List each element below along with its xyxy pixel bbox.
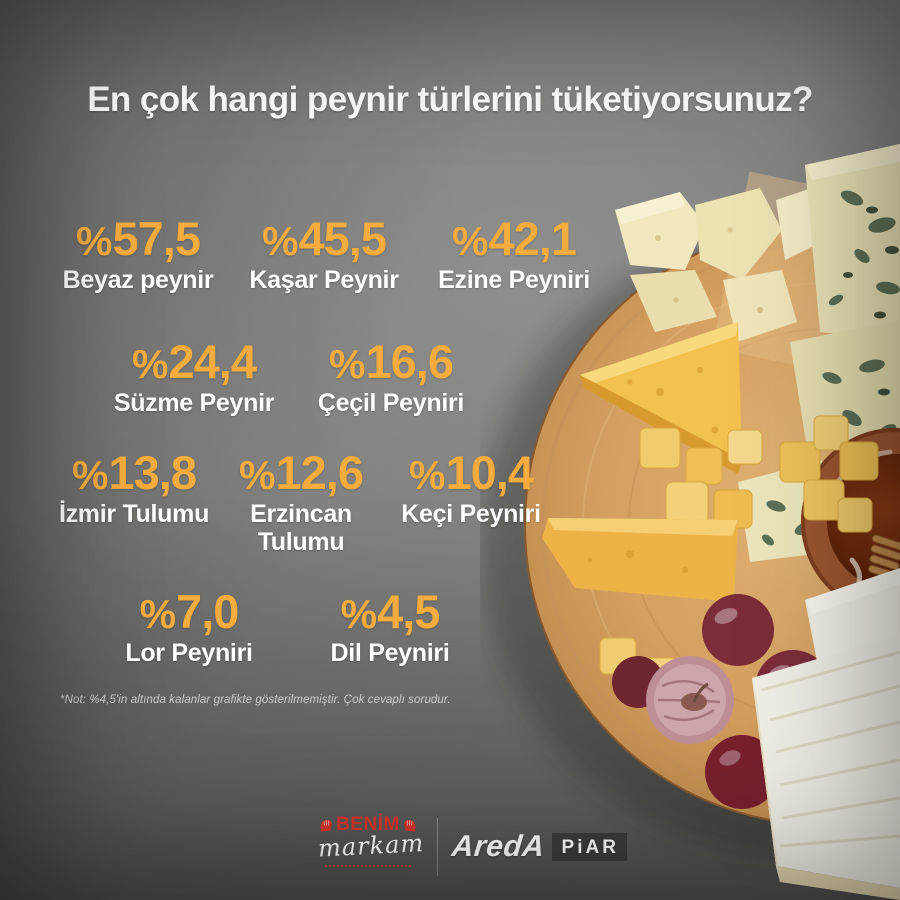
stat-value: %7,0: [125, 588, 252, 635]
stat-number: 12,6: [275, 446, 363, 499]
stat-value: %12,6: [226, 449, 376, 496]
stat-label: Çeçil Peyniri: [317, 389, 465, 417]
stat-label: Kaşar Peynir: [249, 266, 399, 294]
hand-icon: [320, 819, 332, 831]
stat-izmir-tulumu: %13,8 İzmir Tulumu: [59, 449, 209, 528]
stat-label: Ezine Peyniri: [438, 266, 590, 294]
stat-label: Lor Peyniri: [125, 639, 253, 667]
percent-sign: %: [262, 218, 298, 264]
footer-logos: BENİM markam AredA PiAR: [0, 808, 900, 888]
stat-cecil-peyniri: %16,6 Çeçil Peyniri: [318, 338, 464, 417]
stat-label: Beyaz peynir: [62, 266, 214, 294]
percent-sign: %: [139, 591, 176, 637]
stat-label: Süzme Peynir: [113, 389, 275, 417]
piar-badge: PiAR: [551, 833, 627, 861]
stat-label: İzmir Tulumu: [58, 500, 210, 528]
benim-markam-tagline: [325, 865, 411, 867]
stat-value: %10,4: [401, 449, 541, 496]
stat-value: %57,5: [63, 215, 214, 262]
stat-beyaz-peynir: %57,5 Beyaz peynir: [63, 215, 214, 294]
stat-value: %13,8: [59, 449, 209, 496]
percent-sign: %: [72, 452, 108, 498]
stat-label: Keçi Peyniri: [401, 500, 541, 528]
percent-sign: %: [132, 341, 168, 387]
percent-sign: %: [340, 591, 377, 637]
stat-number: 57,5: [112, 212, 200, 265]
stat-number: 45,5: [298, 212, 386, 265]
percent-sign: %: [409, 452, 445, 498]
stat-number: 10,4: [445, 446, 533, 499]
stat-ezine-peyniri: %42,1 Ezine Peyniri: [438, 215, 590, 294]
areda-piar-logo: AredA PiAR: [450, 830, 627, 864]
stat-suzme-peynir: %24,4 Süzme Peynir: [113, 338, 275, 417]
stat-number: 42,1: [488, 212, 576, 265]
footer-divider: [437, 818, 438, 876]
stat-value: %24,4: [114, 338, 274, 385]
percent-sign: %: [239, 452, 275, 498]
markam-wordmark: markam: [317, 829, 425, 863]
percent-sign: %: [329, 341, 365, 387]
stat-lor-peyniri: %7,0 Lor Peyniri: [125, 588, 253, 667]
stat-dil-peyniri: %4,5 Dil Peyniri: [331, 588, 450, 667]
areda-wordmark: AredA: [450, 830, 547, 863]
stat-value: %16,6: [318, 338, 464, 385]
stat-number: 7,0: [176, 585, 239, 638]
stat-number: 4,5: [377, 585, 440, 638]
percent-sign: %: [452, 218, 488, 264]
stat-value: %45,5: [249, 215, 398, 262]
stat-number: 13,8: [108, 446, 196, 499]
stat-number: 16,6: [365, 335, 453, 388]
stat-number: 24,4: [168, 335, 256, 388]
stat-value: %42,1: [438, 215, 590, 262]
page-title: En çok hangi peynir türlerini tüketiyors…: [87, 80, 813, 119]
stat-erzincan-tulumu: %12,6 Erzincan Tulumu: [226, 449, 376, 556]
stat-label: Dil Peyniri: [330, 639, 450, 667]
footnote: *Not: %4,5'in altında kalanlar grafikte …: [60, 694, 451, 706]
stat-kasar-peynir: %45,5 Kaşar Peynir: [249, 215, 399, 294]
stat-label: Erzincan Tulumu: [250, 500, 352, 556]
benim-markam-logo: BENİM markam: [317, 814, 425, 867]
stat-keci-peyniri: %10,4 Keçi Peyniri: [401, 449, 541, 528]
stat-value: %4,5: [331, 588, 450, 635]
percent-sign: %: [76, 218, 112, 264]
